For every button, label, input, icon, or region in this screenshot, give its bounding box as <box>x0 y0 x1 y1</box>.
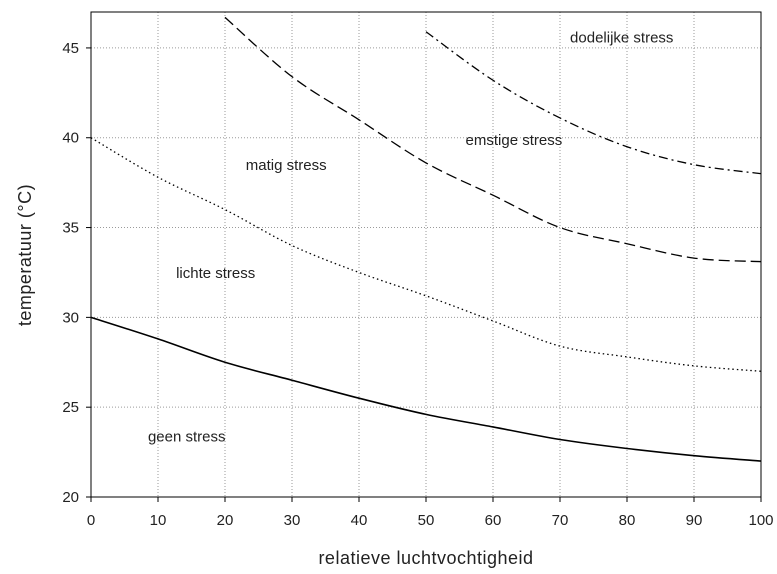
y-axis-title: temperatuur (°C) <box>15 184 35 326</box>
region-label: dodelijke stress <box>570 30 673 47</box>
x-tick-label: 60 <box>485 512 502 529</box>
x-tick-label: 20 <box>217 512 234 529</box>
x-tick-label: 0 <box>87 512 95 529</box>
y-tick-label: 30 <box>62 309 79 326</box>
region-label: geen stress <box>148 428 226 445</box>
x-tick-label: 90 <box>686 512 703 529</box>
x-tick-label: 70 <box>552 512 569 529</box>
x-tick-label: 40 <box>351 512 368 529</box>
x-tick-label: 30 <box>284 512 301 529</box>
y-tick-label: 40 <box>62 130 79 147</box>
y-tick-label: 20 <box>62 489 79 506</box>
x-tick-label: 80 <box>619 512 636 529</box>
y-tick-label: 25 <box>62 399 79 416</box>
region-label: emstige stress <box>466 132 563 149</box>
y-tick-label: 45 <box>62 40 79 57</box>
region-label: lichte stress <box>176 265 255 282</box>
region-label: matig stress <box>246 157 327 174</box>
y-tick-label: 35 <box>62 220 79 237</box>
x-axis-title: relatieve luchtvochtigheid <box>318 548 533 568</box>
x-tick-label: 100 <box>748 512 773 529</box>
x-tick-label: 50 <box>418 512 435 529</box>
x-tick-label: 10 <box>150 512 167 529</box>
